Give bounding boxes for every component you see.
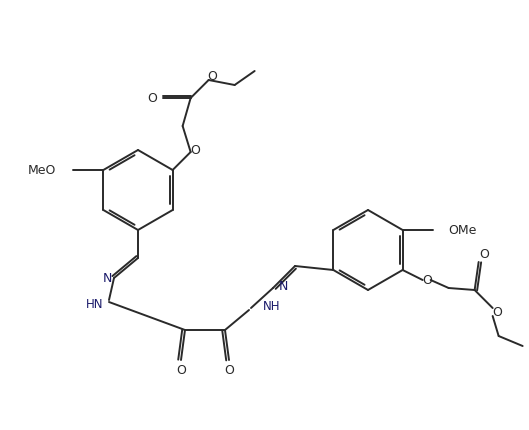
Text: HN: HN (86, 298, 104, 310)
Text: NH: NH (263, 300, 280, 313)
Text: O: O (176, 363, 186, 377)
Text: N: N (279, 280, 288, 294)
Text: O: O (190, 144, 200, 157)
Text: OMe: OMe (449, 224, 477, 236)
Text: O: O (480, 248, 489, 261)
Text: O: O (492, 305, 503, 319)
Text: O: O (148, 92, 158, 104)
Text: O: O (208, 70, 217, 83)
Text: N: N (102, 273, 112, 286)
Text: O: O (224, 363, 234, 377)
Text: O: O (423, 273, 433, 286)
Text: MeO: MeO (28, 163, 57, 176)
